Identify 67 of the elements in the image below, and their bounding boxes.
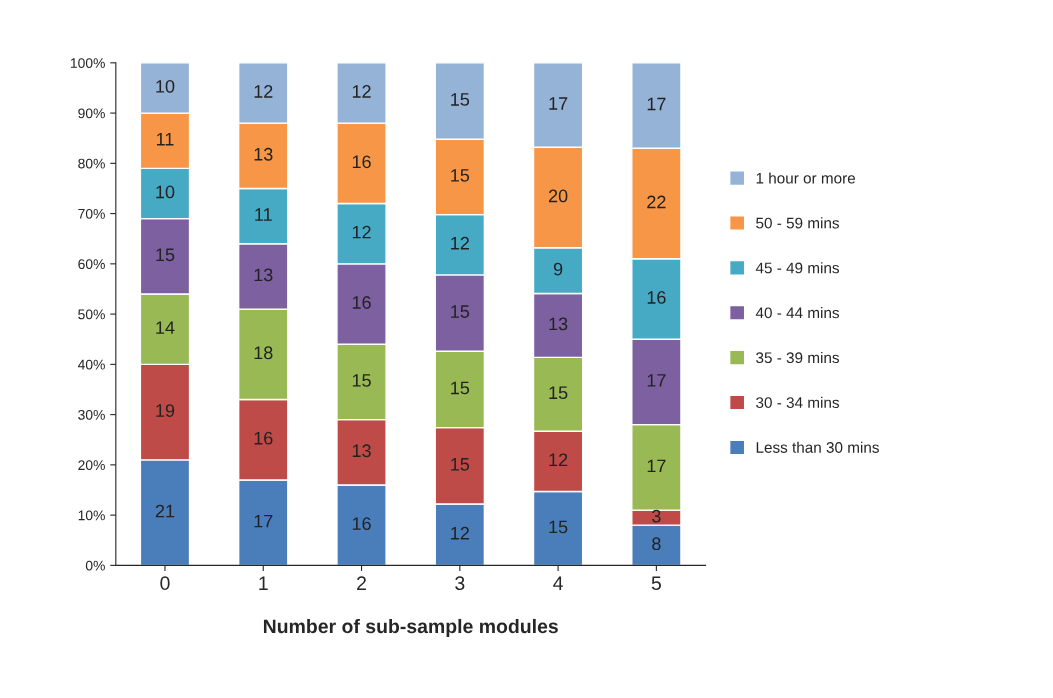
y-tick-label: 70%	[78, 208, 105, 219]
data-label: 15	[156, 248, 175, 262]
x-tick-label: 2	[357, 576, 366, 590]
data-label: 15	[451, 93, 470, 106]
data-label: 13	[549, 317, 568, 331]
data-label: 12	[254, 85, 273, 98]
legend-label: 35 - 39 mins	[756, 351, 840, 364]
x-axis-title: Number of sub-sample modules	[263, 618, 558, 638]
data-label: 9	[553, 262, 563, 276]
data-label: 12	[352, 85, 371, 98]
data-label: 15	[451, 381, 470, 395]
data-label: 12	[352, 225, 371, 239]
data-label: 18	[254, 346, 273, 360]
data-label: 19	[156, 404, 175, 417]
data-label: 16	[352, 155, 371, 169]
data-label: 8	[652, 537, 661, 551]
data-label: 16	[254, 431, 273, 445]
legend-label: 40 - 44 mins	[755, 307, 840, 319]
data-label: 15	[451, 305, 470, 318]
y-tick-label: 20%	[78, 460, 105, 471]
data-label: 13	[254, 147, 273, 161]
legend-label: 30 - 34 mins	[756, 396, 840, 408]
data-label: 16	[352, 296, 371, 309]
data-label: 17	[549, 97, 568, 110]
y-tick-label: 100%	[70, 58, 105, 68]
y-tick-label: 10%	[78, 510, 105, 521]
data-label: 17	[647, 459, 666, 473]
data-label: 10	[156, 185, 175, 199]
y-tick-label: 0%	[85, 560, 105, 571]
y-tick-label: 30%	[78, 409, 105, 420]
y-tick-label: 40%	[77, 359, 105, 370]
y-tick-label: 90%	[78, 108, 105, 119]
legend-label: 50 - 59 mins	[756, 217, 840, 229]
data-label: 15	[451, 169, 470, 182]
data-label: 16	[352, 517, 371, 531]
data-label: 15	[549, 386, 568, 400]
x-tick-label: 1	[259, 576, 268, 590]
x-tick-label: 5	[651, 576, 661, 591]
data-label: 3	[652, 509, 661, 523]
y-tick-label: 80%	[78, 158, 105, 169]
y-tick-label: 60%	[78, 259, 105, 270]
x-tick-label: 3	[455, 576, 465, 591]
x-tick-label: 0	[160, 576, 170, 591]
data-label: 17	[647, 374, 666, 387]
data-label: 15	[352, 374, 371, 387]
data-label: 11	[255, 208, 272, 221]
legend-label: 45 - 49 mins	[755, 262, 840, 274]
data-label: 15	[549, 520, 568, 534]
data-label: 10	[156, 80, 175, 93]
data-label: 13	[352, 444, 371, 458]
legend-label: 1 hour or more	[756, 172, 856, 184]
data-label: 12	[549, 453, 568, 467]
data-label: 20	[548, 189, 568, 203]
data-label: 12	[451, 236, 469, 250]
data-label: 17	[254, 514, 273, 528]
data-label: 15	[451, 458, 470, 471]
legend-label: Less than 30 mins	[756, 441, 879, 453]
data-label: 22	[647, 195, 666, 209]
data-label: 11	[156, 132, 174, 146]
data-label: 14	[156, 321, 175, 334]
y-tick-label: 50%	[78, 309, 105, 320]
data-label: 16	[647, 291, 666, 304]
data-label: 12	[451, 526, 469, 540]
data-label: 21	[155, 504, 175, 518]
data-label: 17	[647, 97, 666, 111]
x-tick-label: 4	[553, 576, 563, 590]
data-label: 13	[254, 268, 273, 282]
